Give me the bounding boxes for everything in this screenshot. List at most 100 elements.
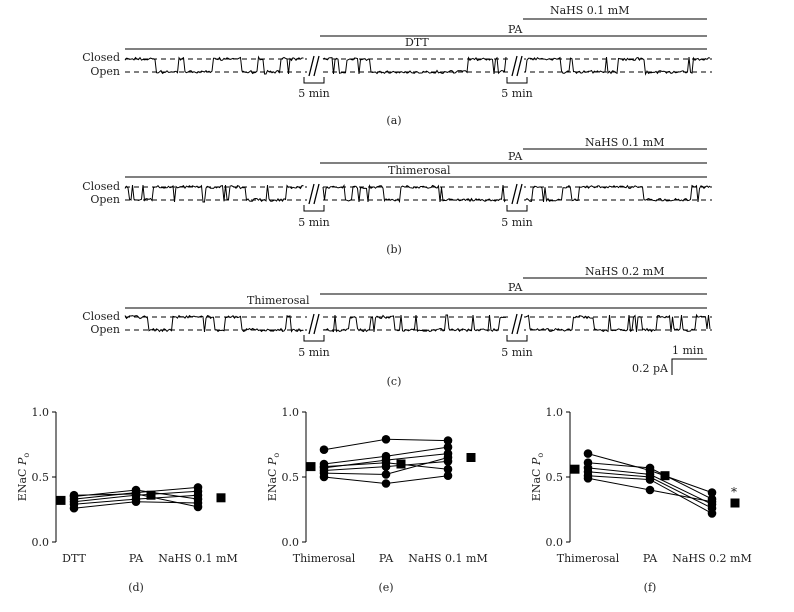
- y-tick-label: 1.0: [282, 406, 300, 419]
- data-point: [381, 458, 391, 468]
- data-point: [645, 475, 655, 484]
- mean-marker: [396, 459, 406, 469]
- x-category-label: PA: [129, 552, 144, 565]
- time-break-1: [303, 313, 325, 342]
- data-point: [319, 472, 329, 482]
- data-point: [645, 485, 655, 495]
- current-trace: [124, 183, 711, 204]
- open-label: Open: [90, 193, 120, 206]
- mean-marker: [730, 498, 740, 508]
- pa-label: PA: [508, 281, 523, 294]
- data-point: [443, 436, 453, 445]
- pa-label: PA: [508, 23, 523, 36]
- data-point: [707, 509, 717, 518]
- panel-caption: (f): [644, 581, 657, 594]
- data-point: [443, 442, 453, 452]
- y-tick-label: 0.0: [282, 536, 300, 549]
- data-point: [381, 435, 391, 444]
- panel-caption: (b): [386, 243, 402, 256]
- x-category-label: Thimerosal: [557, 552, 620, 565]
- data-point: [707, 497, 717, 507]
- trace-panel-a: NaHS 0.1 mM PA DTT Closed Open 5 min 5 m…: [82, 4, 712, 127]
- mean-marker: [570, 464, 580, 474]
- time-break-1: [303, 55, 325, 84]
- y-tick-label: 1.0: [546, 406, 564, 419]
- scale-time-label: 1 min: [672, 344, 704, 357]
- x-category-label: NaHS 0.1 mM: [408, 552, 488, 565]
- mean-marker: [466, 453, 476, 462]
- panel-caption: (a): [386, 114, 401, 127]
- y-axis-label: ENaC Po: [530, 453, 545, 502]
- gap-label: 5 min: [298, 87, 330, 100]
- y-tick-label: 0.0: [32, 536, 50, 549]
- scatter-panel-d: ENaC Po 0.0 0.5 1.0 DTT PA NaHS 0.1 mM (…: [16, 406, 238, 594]
- open-label: Open: [90, 323, 120, 336]
- y-tick-label: 0.0: [546, 536, 564, 549]
- data-point: [443, 453, 453, 462]
- current-trace: [124, 313, 711, 333]
- x-category-label: PA: [379, 552, 394, 565]
- data-point: [381, 479, 391, 488]
- mean-marker: [306, 462, 316, 472]
- mean-marker: [660, 471, 670, 481]
- trace-panel-c: NaHS 0.2 mM PA Thimerosal Closed Open 5 …: [82, 265, 712, 388]
- time-break-2: [506, 55, 528, 84]
- pa-label: PA: [508, 150, 523, 163]
- treatment-label: Thimerosal: [388, 164, 451, 177]
- treatment-label: Thimerosal: [247, 294, 310, 307]
- data-point: [131, 489, 141, 499]
- closed-label: Closed: [82, 51, 120, 64]
- mean-marker: [216, 493, 226, 503]
- x-category-label: DTT: [62, 552, 86, 565]
- y-tick-label: 1.0: [32, 406, 50, 419]
- treatment-label: DTT: [405, 36, 429, 49]
- y-tick-label: 0.5: [32, 471, 50, 484]
- time-break-2: [506, 313, 528, 342]
- mean-marker: [56, 495, 66, 505]
- mean-marker: [146, 490, 156, 500]
- closed-label: Closed: [82, 310, 120, 323]
- x-category-label: NaHS 0.2 mM: [672, 552, 752, 565]
- gap-label: 5 min: [298, 216, 330, 229]
- data-point: [381, 470, 391, 479]
- data-point: [645, 463, 655, 473]
- data-point: [583, 474, 593, 483]
- scatter-panel-e: ENaC Po 0.0 0.5 1.0 Thimerosal PA NaHS 0…: [266, 406, 488, 594]
- data-point: [319, 445, 329, 455]
- y-tick-label: 0.5: [546, 471, 564, 484]
- x-category-label: NaHS 0.1 mM: [158, 552, 238, 565]
- x-category-label: Thimerosal: [293, 552, 356, 565]
- open-label: Open: [90, 65, 120, 78]
- data-point: [319, 462, 329, 471]
- nahs-label: NaHS 0.2 mM: [585, 265, 665, 278]
- data-point: [193, 483, 203, 492]
- data-point: [443, 471, 453, 481]
- scale-bar-lines: [671, 358, 707, 375]
- y-axis-label: ENaC Po: [266, 453, 281, 502]
- nahs-label: NaHS 0.1 mM: [550, 4, 630, 17]
- current-trace: [124, 55, 711, 76]
- trace-panel-b: NaHS 0.1 mM PA Thimerosal Closed Open 5 …: [82, 136, 712, 256]
- scale-bar: 1 min 0.2 pA: [632, 344, 707, 375]
- gap-label: 5 min: [298, 346, 330, 359]
- closed-label: Closed: [82, 180, 120, 193]
- data-point: [193, 502, 203, 512]
- data-point: [443, 464, 453, 474]
- data-point: [583, 449, 593, 458]
- y-tick-label: 0.5: [282, 471, 300, 484]
- scatter-panel-f: ENaC Po 0.0 0.5 1.0 Thimerosal PA NaHS 0…: [530, 406, 752, 594]
- data-point: [69, 490, 79, 500]
- nahs-label: NaHS 0.1 mM: [585, 136, 665, 149]
- panel-caption: (d): [128, 581, 144, 594]
- gap-label: 5 min: [501, 346, 533, 359]
- panel-caption: (e): [378, 581, 393, 594]
- significance-marker: *: [731, 485, 737, 499]
- y-axis-label: ENaC Po: [16, 453, 31, 502]
- time-break-2: [506, 183, 528, 212]
- panel-caption: (c): [387, 375, 402, 388]
- data-point: [707, 488, 717, 497]
- time-break-1: [303, 183, 325, 212]
- x-category-label: PA: [643, 552, 658, 565]
- gap-label: 5 min: [501, 216, 533, 229]
